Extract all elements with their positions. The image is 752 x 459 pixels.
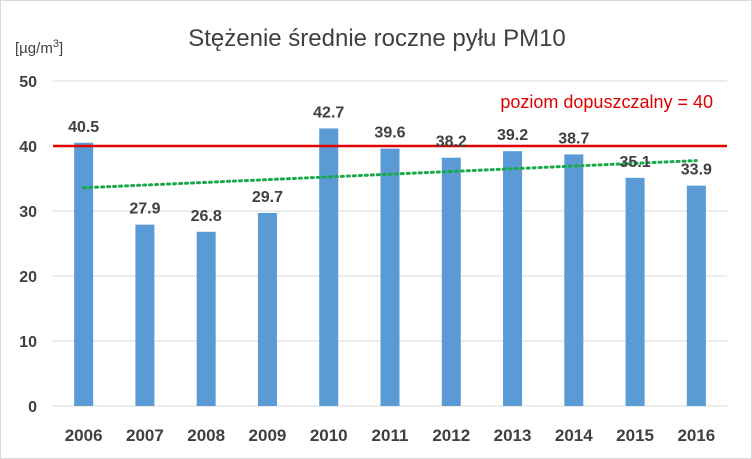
y-tick-30: 30	[19, 204, 37, 221]
data-label-2012: 38.2	[436, 134, 467, 151]
y-tick-0: 0	[28, 399, 37, 416]
x-axis-ticks: 2006 2007 2008 2009 2010 2011 2012 2013 2014 2015…	[65, 426, 716, 445]
bar-2008	[196, 231, 216, 406]
data-label-2014: 38.7	[558, 130, 589, 147]
bar-2016	[686, 185, 706, 406]
bar-2006	[74, 142, 94, 406]
y-axis-unit-label: [µg/m3]	[15, 38, 63, 57]
data-label-2007: 27.9	[129, 201, 160, 218]
bar-2010	[319, 128, 339, 406]
x-tick-2007: 2007	[126, 426, 164, 445]
data-label-2010: 42.7	[313, 104, 344, 121]
bar-2007	[135, 224, 155, 406]
bar-2012	[441, 157, 461, 406]
x-tick-2009: 2009	[249, 426, 287, 445]
bar-2013	[503, 151, 523, 406]
chart-title: Stężenie średnie roczne pyłu PM10	[188, 25, 566, 52]
x-tick-2011: 2011	[372, 426, 409, 445]
data-label-2011: 39.6	[374, 125, 405, 142]
y-axis-unit-base: [µg/m	[15, 40, 53, 57]
bars	[74, 128, 706, 406]
trendline-group	[82, 159, 698, 190]
x-tick-2013: 2013	[494, 426, 532, 445]
limit-label: poziom dopuszczalny = 40	[500, 92, 713, 112]
bar-2014	[564, 154, 584, 406]
bar-2015	[625, 177, 645, 406]
data-label-2008: 26.8	[191, 208, 222, 225]
y-tick-40: 40	[19, 139, 37, 156]
x-tick-2014: 2014	[555, 426, 593, 445]
y-axis-ticks: 0 10 20 30 40 50	[19, 74, 37, 416]
y-axis-unit-close: ]	[59, 40, 63, 57]
x-tick-2008: 2008	[187, 426, 225, 445]
data-label-2015: 35.1	[620, 154, 651, 171]
x-tick-2012: 2012	[432, 426, 470, 445]
x-tick-2010: 2010	[310, 426, 348, 445]
data-label-2006: 40.5	[68, 119, 99, 136]
x-tick-2015: 2015	[616, 426, 654, 445]
y-tick-20: 20	[19, 269, 37, 286]
x-tick-2006: 2006	[65, 426, 103, 445]
y-tick-10: 10	[19, 334, 37, 351]
trendline	[82, 159, 698, 190]
data-label-2009: 29.7	[252, 189, 283, 206]
y-axis-unit-superscript: 3	[53, 38, 59, 50]
x-tick-2016: 2016	[677, 426, 715, 445]
data-labels: 40.5 27.9 26.8 29.7 42.7 39.6 38.2 39.2 38.7 35.1…	[68, 104, 712, 224]
bar-2009	[257, 212, 277, 406]
y-tick-50: 50	[19, 74, 37, 91]
data-label-2013: 39.2	[497, 127, 528, 144]
bar-2011	[380, 148, 400, 406]
data-label-2016: 33.9	[681, 162, 712, 179]
